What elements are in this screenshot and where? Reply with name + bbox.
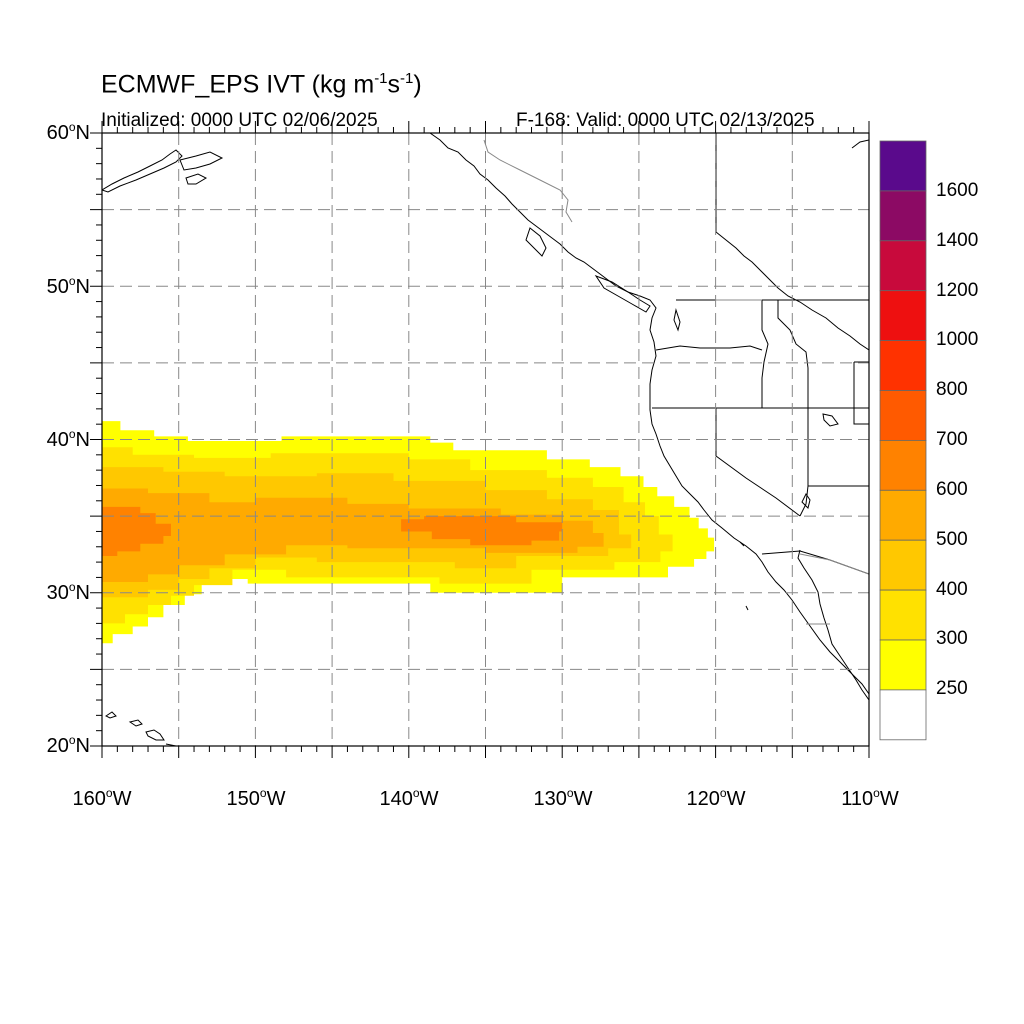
map-frame [101,132,870,747]
colorbar-swatch [879,340,927,391]
initialized-text: Initialized: 0000 UTC 02/06/2025 [101,110,378,131]
colorbar-swatch [879,489,927,541]
colorbar-swatch [879,290,927,342]
colorbar-label: 1600 [936,180,979,201]
colorbar-label: 250 [936,678,968,699]
ivt-field [102,421,715,644]
lat-label-30: 30oN [46,580,90,604]
colorbar-label: 500 [936,529,968,550]
colorbar [879,140,927,741]
colorbar-swatch [879,240,927,292]
lat-label-50: 50oN [46,274,90,298]
ivt-band-600 [102,506,171,556]
lon-label-130w: 130oW [533,786,593,810]
ivt-band-600 [401,516,563,546]
valid-time-text: F-168: Valid: 0000 UTC 02/13/2025 [516,110,815,131]
lat-label-60: 60oN [46,120,90,144]
lat-label-20: 20oN [46,733,90,757]
colorbar-label: 1200 [936,280,979,301]
colorbar-swatch [879,689,927,741]
colorbar-label: 800 [936,379,968,400]
lon-label-110w: 110oW [841,786,899,810]
lon-label-120w: 120oW [686,786,746,810]
colorbar-label: 700 [936,429,968,450]
map-title: ECMWF_EPS IVT (kg m-1s-1) [101,70,422,99]
colorbar-swatch [879,190,927,242]
colorbar-label: 1000 [936,329,979,350]
colorbar-swatch [879,639,927,691]
colorbar-swatch [879,140,927,192]
colorbar-label: 400 [936,579,968,600]
lon-label-140w: 140oW [379,786,439,810]
colorbar-label: 300 [936,628,968,649]
lon-label-160w: 160oW [72,786,132,810]
colorbar-swatch [879,539,927,591]
colorbar-label: 1400 [936,230,979,251]
colorbar-swatch [879,589,927,641]
colorbar-label: 600 [936,479,968,500]
graticule [102,133,869,746]
gray-boundaries [483,139,869,625]
lon-label-150w: 150oW [226,786,286,810]
colorbar-swatch [879,439,927,491]
ivt-band-500 [102,488,604,582]
colorbar-swatch [879,390,927,441]
lat-label-40: 40oN [46,427,90,451]
axis-ticks [90,121,870,758]
